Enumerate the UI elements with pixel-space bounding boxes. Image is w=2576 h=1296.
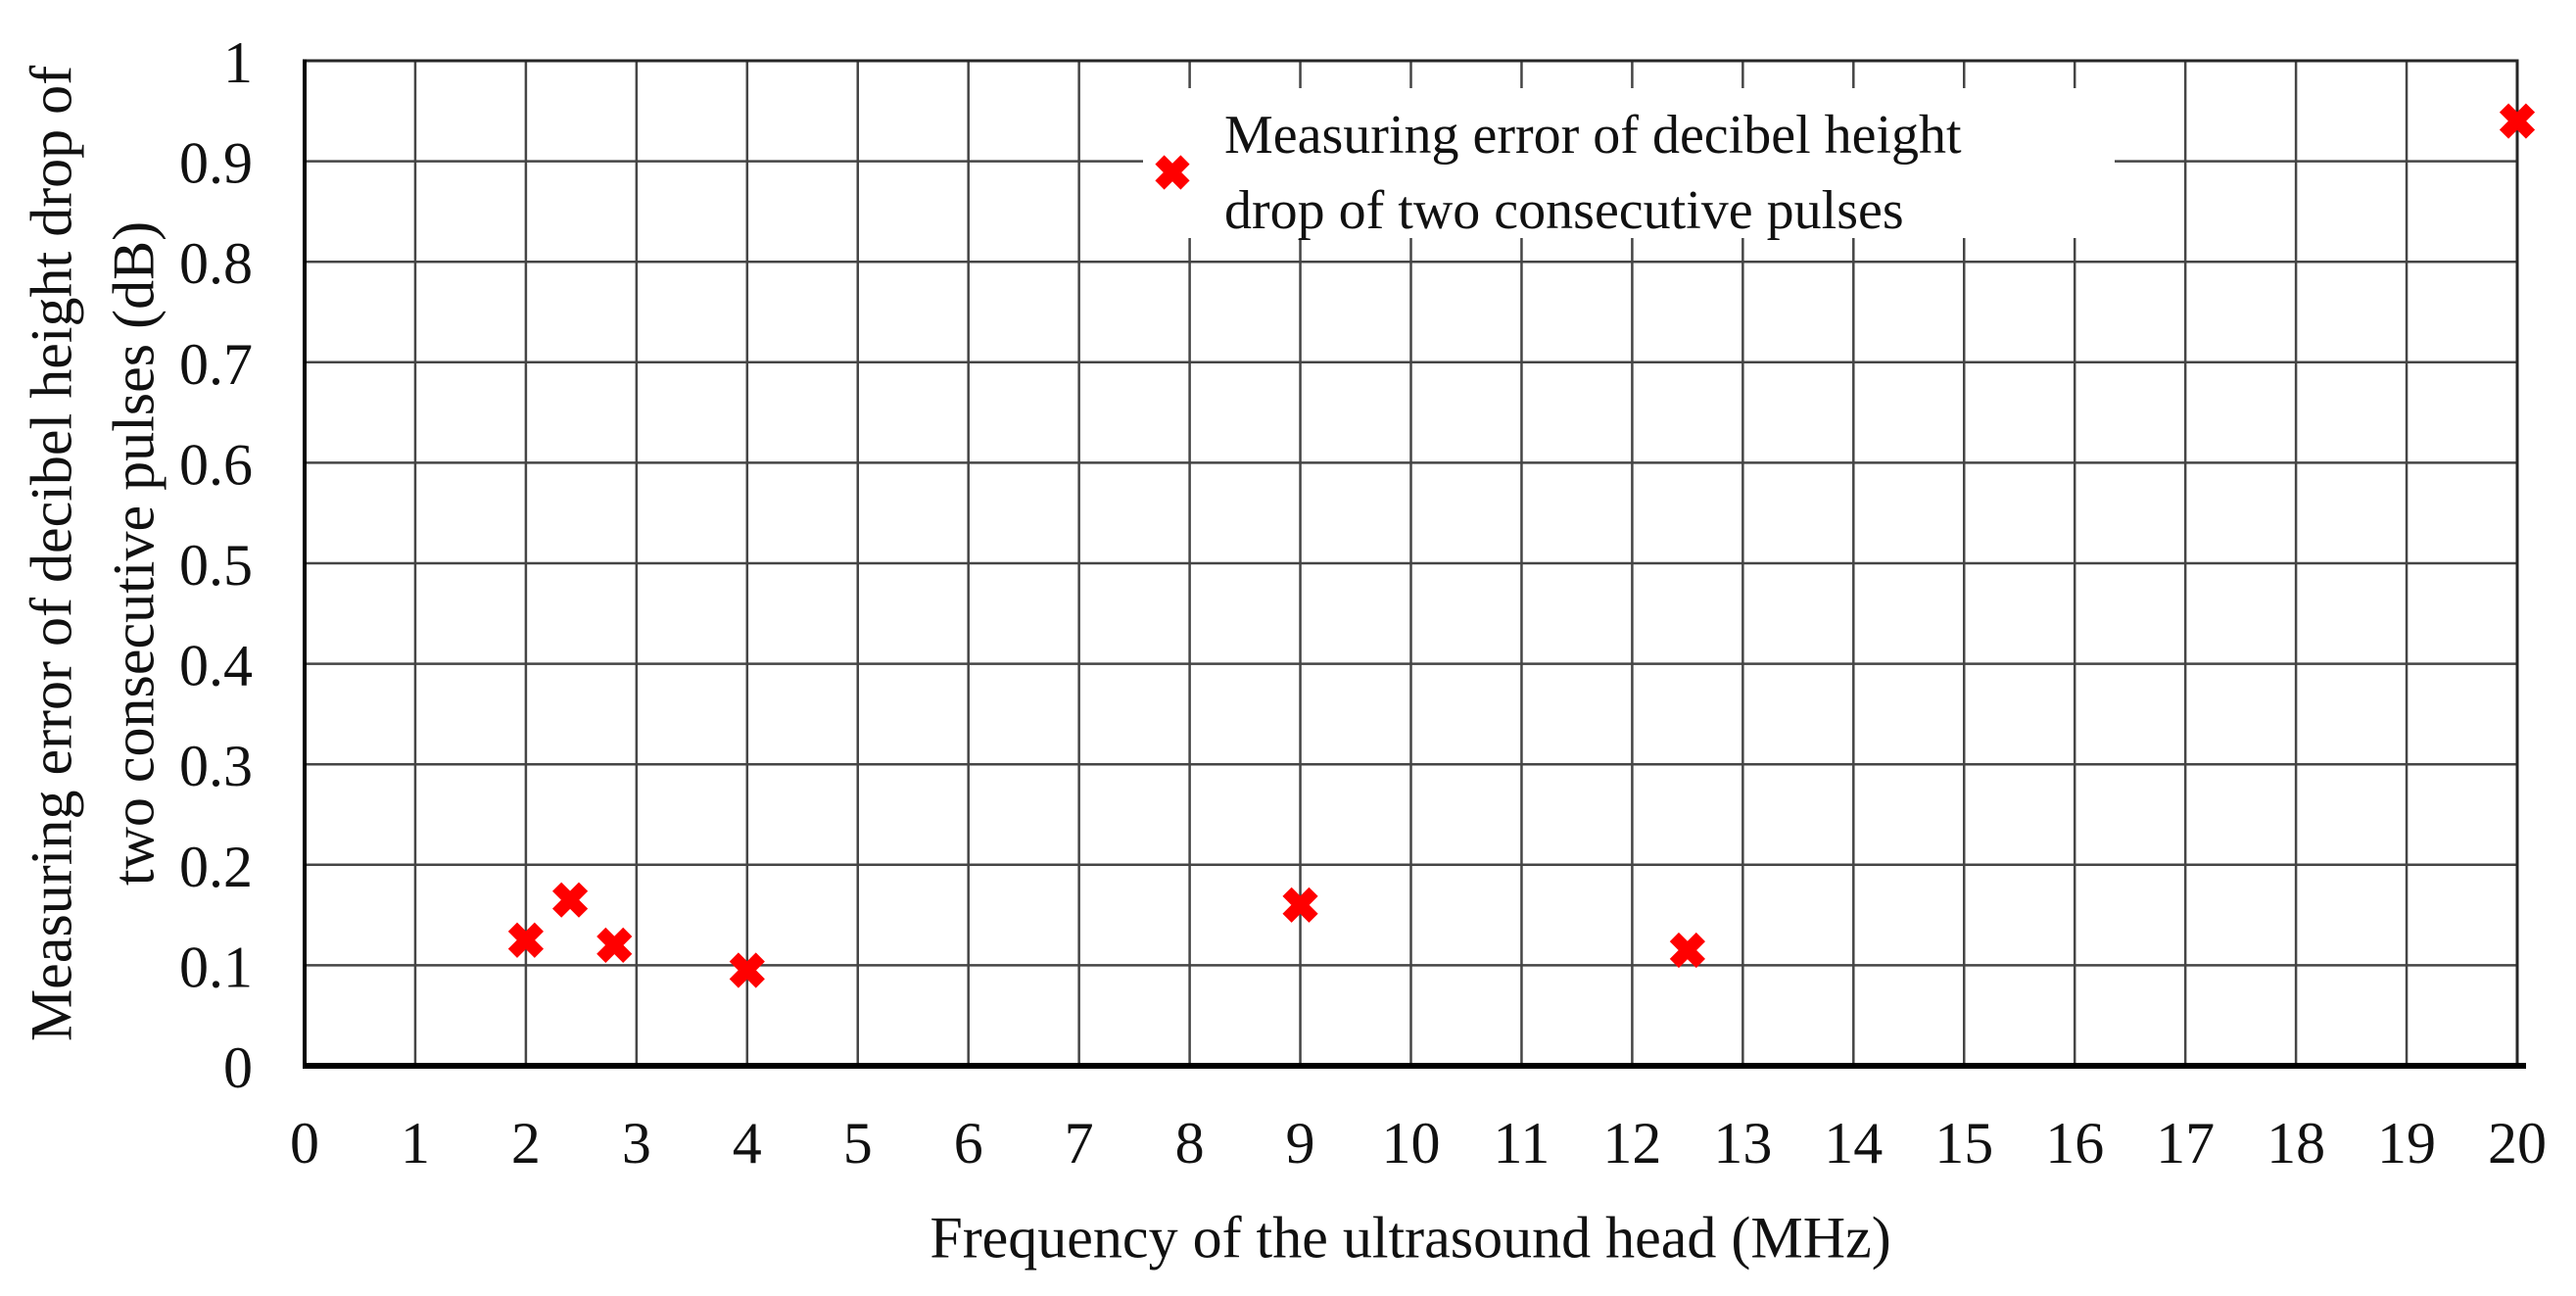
y-axis-title-line1: Measuring error of decibel height drop o… [19, 65, 84, 1042]
data-point-x2.8-y0.12 [596, 927, 633, 963]
data-point-x2.4-y0.165 [551, 882, 589, 918]
legend-x-marker-icon [1155, 155, 1190, 190]
data-point-x12.5-y0.115 [1669, 932, 1705, 969]
data-point-x20-y0.94 [2499, 103, 2536, 139]
x-tick-label-4: 4 [733, 1111, 762, 1176]
y-tick-label-0.8: 0.8 [179, 231, 253, 296]
x-tick-label-19: 19 [2377, 1111, 2436, 1176]
x-tick-label-18: 18 [2266, 1111, 2325, 1176]
y-tick-label-0.4: 0.4 [179, 634, 253, 698]
y-tick-label-0.9: 0.9 [179, 131, 253, 196]
data-point-x2-y0.125 [507, 922, 544, 958]
y-axis-title-line2: two consecutive pulses (dB) [101, 220, 167, 887]
x-tick-label-9: 9 [1286, 1111, 1315, 1176]
x-tick-label-16: 16 [2045, 1111, 2104, 1176]
x-tick-label-12: 12 [1602, 1111, 1661, 1176]
y-tick-label-0.6: 0.6 [179, 432, 253, 497]
x-tick-label-2: 2 [511, 1111, 541, 1176]
x-tick-label-1: 1 [401, 1111, 430, 1176]
y-tick-label-0.1: 0.1 [179, 935, 253, 999]
x-tick-label-7: 7 [1065, 1111, 1094, 1176]
x-tick-label-20: 20 [2488, 1111, 2547, 1176]
legend-label-line2: drop of two consecutive pulses [1224, 180, 1904, 241]
legend: Measuring error of decibel height drop o… [1143, 88, 2115, 241]
y-tick-label-0.7: 0.7 [179, 332, 253, 397]
y-tick-label-1: 1 [223, 30, 253, 95]
legend-label: Measuring error of decibel height drop o… [1224, 98, 1962, 249]
x-tick-label-5: 5 [843, 1111, 873, 1176]
x-tick-label-0: 0 [290, 1111, 319, 1176]
x-tick-label-14: 14 [1824, 1111, 1883, 1176]
x-tick-label-3: 3 [622, 1111, 651, 1176]
x-tick-label-6: 6 [954, 1111, 983, 1176]
legend-label-line1: Measuring error of decibel height [1224, 105, 1962, 166]
x-tick-label-8: 8 [1175, 1111, 1205, 1176]
x-axis-title: Frequency of the ultrasound head (MHz) [930, 1205, 1891, 1271]
x-tick-label-10: 10 [1382, 1111, 1441, 1176]
x-tick-label-15: 15 [1934, 1111, 1993, 1176]
y-tick-label-0.5: 0.5 [179, 533, 253, 598]
y-tick-label-0.2: 0.2 [179, 835, 253, 899]
data-point-x4-y0.095 [729, 952, 765, 988]
data-point-x9-y0.16 [1282, 887, 1318, 923]
x-tick-label-11: 11 [1494, 1111, 1550, 1176]
x-tick-label-13: 13 [1713, 1111, 1772, 1176]
x-tick-label-17: 17 [2156, 1111, 2215, 1176]
y-tick-label-0: 0 [223, 1035, 253, 1100]
y-tick-label-0.3: 0.3 [179, 734, 253, 798]
